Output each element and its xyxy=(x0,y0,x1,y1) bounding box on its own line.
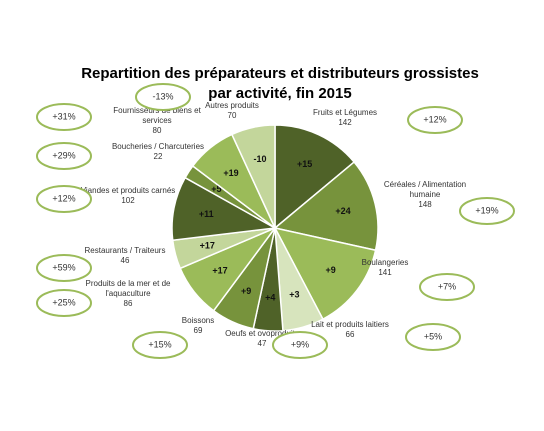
growth-label: +5% xyxy=(424,331,442,341)
growth-label: +19% xyxy=(475,205,498,215)
growth-label: +9% xyxy=(291,339,309,349)
pie-slice xyxy=(273,160,379,252)
category-name: Boucheries / Charcuteries xyxy=(111,142,205,151)
category-value: 86 xyxy=(123,299,133,308)
growth-label: -13% xyxy=(152,91,173,101)
growth-oval xyxy=(36,254,92,282)
growth-oval xyxy=(405,323,461,351)
change-label: +15 xyxy=(297,159,312,169)
growth-oval xyxy=(459,197,515,225)
category-value: 148 xyxy=(418,200,432,209)
growth-oval xyxy=(36,103,92,131)
category-name: Fruits et Légumes xyxy=(312,108,378,117)
growth-oval xyxy=(36,289,92,317)
category-label: Fruits et Légumes 142 xyxy=(290,108,400,128)
category-label: Boissons 69 xyxy=(143,316,253,336)
chart-title: Repartition des préparateurs et distribu… xyxy=(81,65,479,102)
category-label: Viandes et produits carnés 102 xyxy=(73,186,183,206)
category-name: Céréales / Alimentation humaine xyxy=(383,180,467,199)
category-label: Boucheries / Charcuteries 22 xyxy=(103,142,213,162)
change-label: +9 xyxy=(241,286,251,296)
growth-oval xyxy=(132,331,188,359)
change-label: +19 xyxy=(223,168,238,178)
category-name: Boulangeries xyxy=(361,258,409,267)
growth-label: +29% xyxy=(52,150,75,160)
change-label: +24 xyxy=(335,206,350,216)
category-label: Boulangeries 141 xyxy=(330,258,440,278)
growth-label: +59% xyxy=(52,262,75,272)
category-value: 102 xyxy=(121,196,135,205)
growth-label: +12% xyxy=(423,114,446,124)
growth-label: +12% xyxy=(52,193,75,203)
change-label: +9 xyxy=(326,265,336,275)
growth-label: +31% xyxy=(52,111,75,121)
category-name: Viandes et produits carnés xyxy=(80,186,176,195)
category-label: Autres produits 70 xyxy=(177,101,287,121)
growth-oval xyxy=(135,83,191,111)
pie-slice xyxy=(230,124,276,229)
growth-oval xyxy=(36,185,92,213)
pie-slice xyxy=(274,124,356,230)
change-label: +5 xyxy=(211,184,221,194)
change-label: +17 xyxy=(200,240,215,250)
category-name: Autres produits xyxy=(205,101,259,110)
category-label: Restaurants / Traiteurs 46 xyxy=(70,246,180,266)
growth-oval xyxy=(407,106,463,134)
category-name: Boissons xyxy=(181,316,215,325)
category-label: Produits de la mer et de l'aquaculture 86 xyxy=(73,279,183,309)
category-value: 80 xyxy=(152,126,162,135)
change-label: +11 xyxy=(199,209,214,219)
category-name: Restaurants / Traiteurs xyxy=(84,246,166,255)
category-name: Oeufs et ovoproduits xyxy=(225,329,299,338)
category-name: Lait et produits laitiers xyxy=(311,320,389,329)
category-label: Céréales / Alimentation humaine 148 xyxy=(370,180,480,210)
change-label: -10 xyxy=(253,154,266,164)
growth-oval xyxy=(36,142,92,170)
pie-slice xyxy=(273,226,377,321)
category-value: 47 xyxy=(257,339,267,348)
category-name: Produits de la mer et de l'aquaculture xyxy=(85,279,171,298)
category-value: 66 xyxy=(345,330,355,339)
category-value: 141 xyxy=(378,268,392,277)
category-label: Lait et produits laitiers 66 xyxy=(295,320,405,340)
growth-label: +7% xyxy=(438,281,456,291)
category-value: 69 xyxy=(193,326,203,335)
change-label: +17 xyxy=(212,266,227,276)
category-label: Oeufs et ovoproduits 47 xyxy=(207,329,317,349)
category-value: 70 xyxy=(227,111,237,120)
category-value: 22 xyxy=(153,152,163,161)
change-label: +3 xyxy=(289,290,299,300)
change-label: +4 xyxy=(265,292,275,302)
growth-label: +25% xyxy=(52,297,75,307)
category-value: 46 xyxy=(120,256,130,265)
growth-oval xyxy=(419,273,475,301)
growth-oval xyxy=(272,331,328,359)
growth-label: +15% xyxy=(148,339,171,349)
category-value: 142 xyxy=(338,118,352,127)
